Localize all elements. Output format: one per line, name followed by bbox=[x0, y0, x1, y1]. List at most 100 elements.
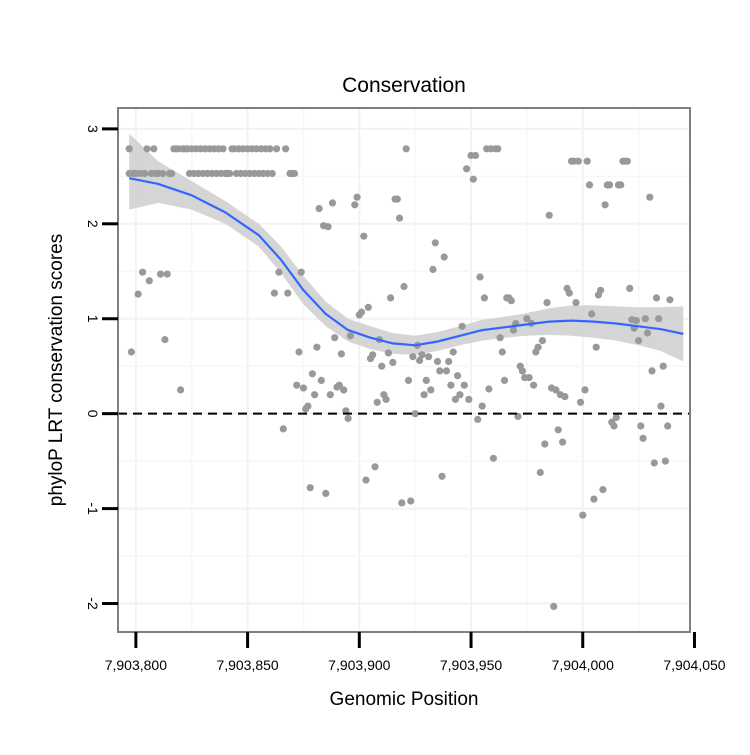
scatter-point bbox=[163, 270, 171, 278]
scatter-point bbox=[335, 381, 343, 389]
x-tick-label: 7,903,800 bbox=[105, 657, 167, 673]
scatter-point bbox=[268, 169, 276, 178]
scatter-point bbox=[469, 175, 477, 183]
scatter-point bbox=[606, 181, 614, 189]
scatter-point bbox=[494, 145, 502, 153]
x-axis-label: Genomic Position bbox=[330, 689, 479, 710]
scatter-point bbox=[581, 386, 589, 394]
scatter-point bbox=[353, 193, 361, 201]
scatter-point bbox=[315, 205, 323, 213]
scatter-point bbox=[311, 391, 319, 399]
x-axis: 7,903,800 7,903,850 7,903,900 7,903,950 7,90… bbox=[105, 632, 726, 673]
scatter-point bbox=[425, 353, 433, 361]
scatter-point bbox=[282, 145, 290, 153]
scatter-point bbox=[623, 157, 632, 165]
scatter-point bbox=[141, 169, 149, 178]
scatter-point bbox=[648, 367, 656, 375]
scatter-point bbox=[400, 282, 408, 291]
scatter-point bbox=[561, 393, 569, 401]
scatter-point bbox=[601, 201, 609, 209]
scatter-point bbox=[328, 199, 337, 207]
x-tick-label: 7,903,900 bbox=[328, 657, 390, 673]
scatter-point bbox=[134, 290, 142, 298]
scatter-point bbox=[429, 265, 437, 273]
scatter-point bbox=[382, 395, 390, 403]
scatter-point bbox=[666, 296, 674, 304]
scatter-point bbox=[150, 145, 158, 153]
scatter-point bbox=[632, 317, 641, 325]
smooth-curve bbox=[128, 177, 684, 347]
scatter-point bbox=[344, 414, 352, 422]
y-axis-label: phyloP LRT conservation scores bbox=[46, 234, 67, 507]
scatter-point bbox=[219, 145, 227, 153]
scatter-point bbox=[346, 332, 354, 340]
scatter-point bbox=[168, 169, 176, 178]
scatter-point bbox=[387, 294, 395, 302]
scatter-point bbox=[661, 457, 670, 465]
scatter-point bbox=[308, 370, 316, 378]
scatter-point bbox=[357, 308, 366, 316]
scatter-point bbox=[389, 358, 397, 366]
scatter-point bbox=[460, 381, 468, 389]
scatter-point bbox=[440, 253, 448, 261]
scatter-point bbox=[518, 367, 527, 375]
scatter-point bbox=[436, 367, 444, 375]
scatter-point bbox=[635, 337, 643, 345]
scatter-point bbox=[612, 413, 620, 422]
scatter-point bbox=[538, 337, 547, 345]
scatter-point bbox=[299, 384, 308, 392]
scatter-point bbox=[646, 193, 654, 201]
scatter-point bbox=[554, 426, 562, 434]
plot-panel-border bbox=[117, 107, 691, 633]
scatter-point bbox=[322, 489, 330, 497]
scatter-point bbox=[590, 495, 598, 503]
scatter-point bbox=[360, 232, 368, 240]
scatter-point bbox=[478, 402, 486, 410]
scatter-point bbox=[465, 395, 473, 403]
scatter-point bbox=[362, 476, 370, 484]
scatter-point bbox=[364, 303, 372, 311]
scatter-point bbox=[351, 201, 359, 209]
scatter-point bbox=[373, 398, 381, 406]
scatter-point bbox=[480, 294, 488, 302]
scatter-point bbox=[474, 415, 482, 423]
scatter-point bbox=[279, 425, 287, 433]
y-tick-label: 0 bbox=[85, 410, 101, 418]
scatter-point bbox=[576, 398, 585, 406]
scatter-point bbox=[226, 169, 234, 178]
scatter-point bbox=[639, 434, 647, 442]
scatter-point bbox=[509, 326, 518, 334]
scatter-point bbox=[496, 334, 504, 342]
scatter-point bbox=[507, 297, 515, 305]
scatter-point bbox=[156, 270, 165, 278]
scatter-point bbox=[659, 362, 667, 370]
scatter-point bbox=[583, 157, 591, 165]
scatter-point bbox=[456, 391, 464, 399]
scatter-point bbox=[545, 211, 553, 219]
scatter-point bbox=[297, 268, 305, 276]
scatter-point bbox=[324, 223, 332, 231]
scatter-point bbox=[143, 145, 151, 153]
scatter-point bbox=[284, 289, 292, 297]
scatter-point bbox=[485, 385, 493, 393]
scatter-point bbox=[565, 289, 573, 297]
y-tick-label: -1 bbox=[85, 502, 101, 515]
scatter-point bbox=[295, 348, 303, 356]
scatter-point bbox=[641, 315, 649, 323]
scatter-point bbox=[342, 407, 350, 415]
scatter-point bbox=[384, 349, 392, 357]
scatter-point bbox=[411, 410, 419, 418]
scatter-point bbox=[431, 239, 439, 247]
scatter-point bbox=[398, 499, 406, 507]
scatter-point bbox=[454, 372, 462, 380]
chart-title: Conservation bbox=[342, 74, 466, 97]
scatter-point bbox=[433, 357, 442, 366]
scatter-point bbox=[159, 169, 167, 178]
scatter-point bbox=[395, 214, 404, 222]
scatter-point bbox=[471, 151, 480, 160]
scatter-point bbox=[313, 343, 321, 351]
scatter-point bbox=[270, 289, 278, 297]
scatter-point bbox=[177, 386, 185, 394]
